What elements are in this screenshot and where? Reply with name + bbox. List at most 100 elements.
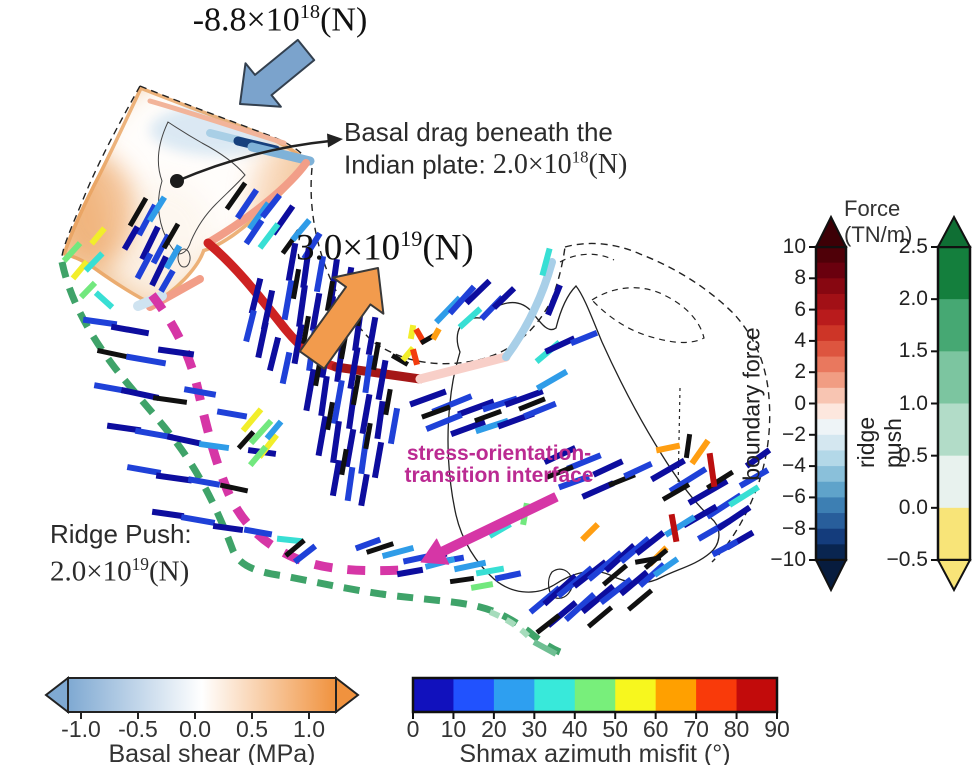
boundary-force-colorbar-tick-label: 0 <box>794 391 806 415</box>
stress-bar <box>473 408 503 424</box>
ridge-push-segment <box>488 609 531 639</box>
stress-bar <box>121 225 141 251</box>
boundary-force-colorbar-segment <box>816 387 846 404</box>
stress-bar <box>301 315 311 345</box>
stress-bar <box>127 196 149 228</box>
basal-shear-cap-left <box>44 675 69 715</box>
boundary-force-colorbar-tick-label: −6 <box>782 485 806 509</box>
stress-bar <box>264 419 284 441</box>
misfit-colorbar-segment <box>696 678 738 712</box>
stress-bar <box>284 538 306 558</box>
stress-bar <box>668 466 708 494</box>
stress-bar <box>545 284 563 316</box>
stress-bar <box>158 269 176 293</box>
collision-force-arrow <box>298 267 385 370</box>
boundary-force-colorbar-segment <box>816 497 846 514</box>
stress-bar <box>187 476 221 488</box>
australia-coastline <box>447 285 720 593</box>
boundary-force-colorbar-segment <box>816 434 846 451</box>
stress-bar <box>260 193 282 219</box>
stress-bar <box>491 286 517 310</box>
stress-bar <box>359 393 373 435</box>
stress-bar <box>276 535 304 545</box>
stress-bar <box>683 433 693 459</box>
stress-bar <box>592 458 624 478</box>
stress-bar <box>727 484 761 508</box>
boundary-force-segment <box>331 362 425 384</box>
india-coastline <box>157 121 246 255</box>
stress-bar <box>668 513 680 543</box>
boundary-force-colorbar-tick-label: −8 <box>782 516 806 540</box>
plate-boundary-himalaya-dashed <box>139 85 311 164</box>
stress-bar <box>358 473 370 507</box>
stress-bar <box>581 480 615 500</box>
stress-bar <box>243 309 257 343</box>
boundary-force-colorbar-cap-bottom <box>814 559 848 593</box>
stress-bar <box>61 241 83 263</box>
stress-bar <box>296 284 308 328</box>
stress-bar <box>687 478 729 506</box>
stress-bar <box>134 252 154 280</box>
stress-bar <box>318 375 330 417</box>
stress-bar <box>543 445 577 465</box>
stress-bar <box>339 448 349 476</box>
boundary-force-colorbar-segment <box>816 262 846 279</box>
boundary-force-colorbar-segment <box>816 481 846 498</box>
stress-bar <box>601 563 629 587</box>
stress-bar <box>354 536 382 552</box>
stress-bar <box>110 323 150 337</box>
stress-bar <box>390 353 410 367</box>
boundary-force-segment <box>204 159 310 247</box>
ridge-push-colorbar-segment <box>938 351 970 404</box>
stress-bar <box>371 341 381 371</box>
stress-bar <box>243 218 265 246</box>
stress-bar <box>542 573 578 607</box>
stress-bar <box>523 400 557 420</box>
stress-bar <box>535 368 569 392</box>
stress-bar <box>464 278 492 306</box>
stress-bar <box>152 395 188 405</box>
stress-bar <box>626 588 654 612</box>
ridge-push-colorbar-tick-label: 0.0 <box>898 495 928 519</box>
stress-bar <box>243 526 273 538</box>
stress-bar <box>504 388 544 408</box>
ridge-push-colorbar-tick-label: −0.5 <box>886 548 928 571</box>
stress-bar <box>329 459 343 497</box>
stress-bar <box>266 336 282 372</box>
stress-bar <box>166 433 202 447</box>
stress-bar <box>93 290 115 310</box>
stress-bar <box>163 244 183 270</box>
stress-bar <box>290 268 302 300</box>
stress-bar <box>453 559 487 573</box>
boundary-force-colorbar-tick-label: 6 <box>794 297 806 321</box>
boundary-force-colorbar-segment <box>816 356 846 373</box>
new-guinea-dashed <box>591 287 705 344</box>
north-force-value: -8.8×10 <box>192 1 300 39</box>
ridge-push-colorbar-tick-label: 0.5 <box>898 443 928 467</box>
stress-bar <box>240 407 264 433</box>
stress-bar <box>290 218 312 242</box>
stress-bar <box>198 440 230 452</box>
stress-bar <box>569 329 599 347</box>
north-force-arrow <box>239 38 316 108</box>
boundary-force-segment <box>147 98 287 146</box>
stress-bar <box>136 203 158 237</box>
plate-boundary-west-dashed <box>61 85 141 257</box>
stress-bar <box>344 466 356 502</box>
stress-bar <box>180 514 216 526</box>
boundary-force-colorbar-segment <box>816 340 846 358</box>
stress-bar <box>619 536 651 564</box>
ridge-push-colorbar-cap-bottom <box>936 559 972 593</box>
stress-bar <box>457 398 495 418</box>
stress-bar <box>83 251 105 273</box>
basal-drag-line1: Basal drag beneath the <box>344 117 613 147</box>
misfit-colorbar-segment <box>493 678 535 712</box>
ridge-push-colorbar-cap-top <box>936 214 972 248</box>
boundary-force-colorbar-segment <box>816 450 846 467</box>
stress-bar <box>643 548 669 570</box>
basal-shear-title: Basal shear (MPa) <box>108 740 316 765</box>
misfit-title: Shmax azimuth misfit (°) <box>459 740 731 765</box>
stress-bar <box>300 247 312 289</box>
